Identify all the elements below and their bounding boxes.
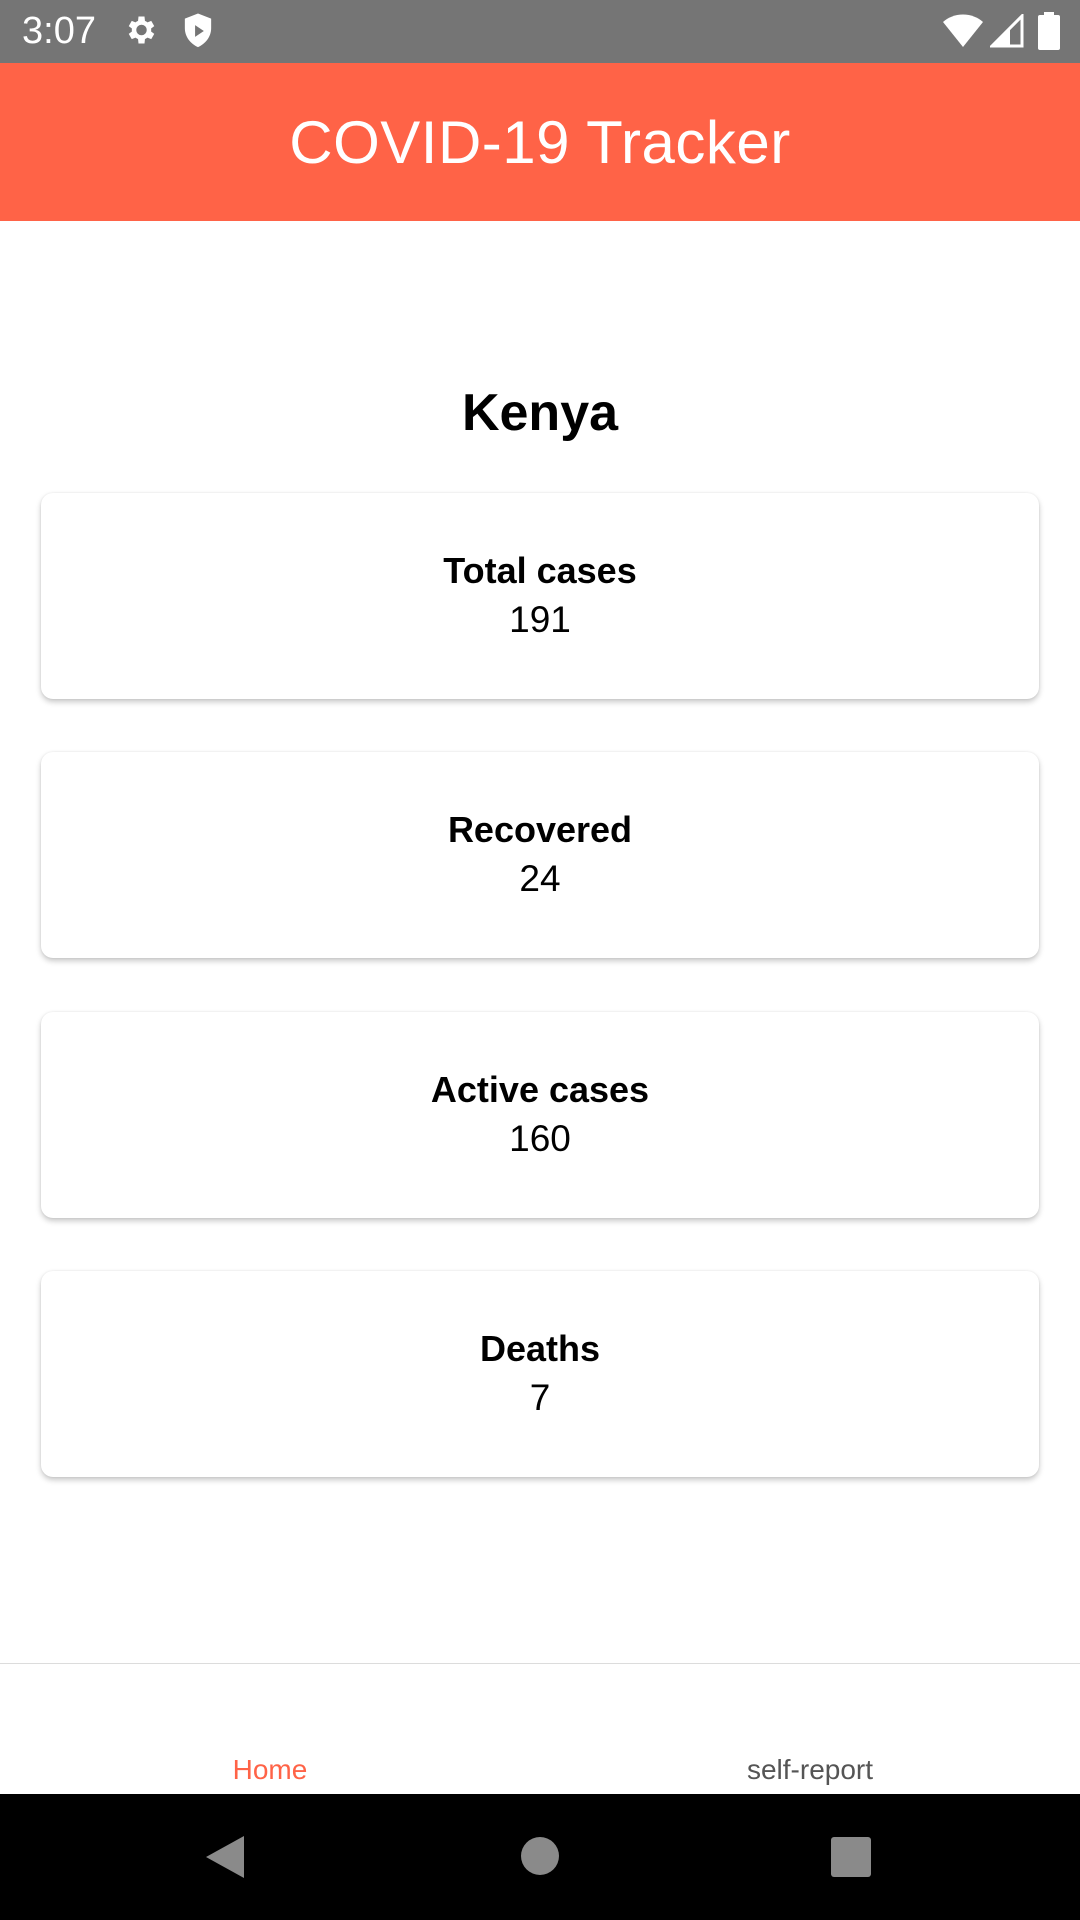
signal-icon	[988, 12, 1024, 53]
country-heading: Kenya	[461, 384, 619, 442]
stat-label: Total cases	[443, 550, 637, 591]
stat-value: 24	[519, 858, 561, 899]
wifi-icon	[943, 14, 983, 53]
status-bar: 3:07	[0, 0, 1080, 63]
status-time: 3:07	[22, 10, 96, 52]
home-icon[interactable]	[520, 1836, 560, 1881]
app-bar: COVID-19 Tracker	[0, 63, 1080, 221]
stat-label: Active cases	[430, 1069, 650, 1110]
stat-label: Recovered	[447, 809, 633, 850]
stat-card-total-cases: Total cases 191	[41, 493, 1039, 699]
recents-icon[interactable]	[830, 1836, 872, 1883]
app-title: COVID-19 Tracker	[289, 108, 791, 176]
stat-card-recovered: Recovered 24	[41, 752, 1039, 958]
stat-card-active-cases: Active cases 160	[41, 1012, 1039, 1218]
stat-label: Deaths	[479, 1328, 601, 1369]
battery-icon	[1038, 12, 1060, 55]
bottom-tab-bar: Home self-report	[0, 1663, 1080, 1795]
stat-value: 191	[509, 599, 571, 640]
stat-value: 7	[529, 1377, 551, 1418]
shield-icon	[180, 12, 216, 55]
tab-self-report[interactable]: self-report	[746, 1754, 874, 1785]
gear-icon	[122, 12, 158, 53]
stat-card-deaths: Deaths 7	[41, 1271, 1039, 1477]
system-nav-bar	[0, 1794, 1080, 1920]
stat-value: 160	[509, 1118, 571, 1159]
back-icon[interactable]	[204, 1834, 246, 1885]
tab-home[interactable]: Home	[232, 1754, 308, 1785]
